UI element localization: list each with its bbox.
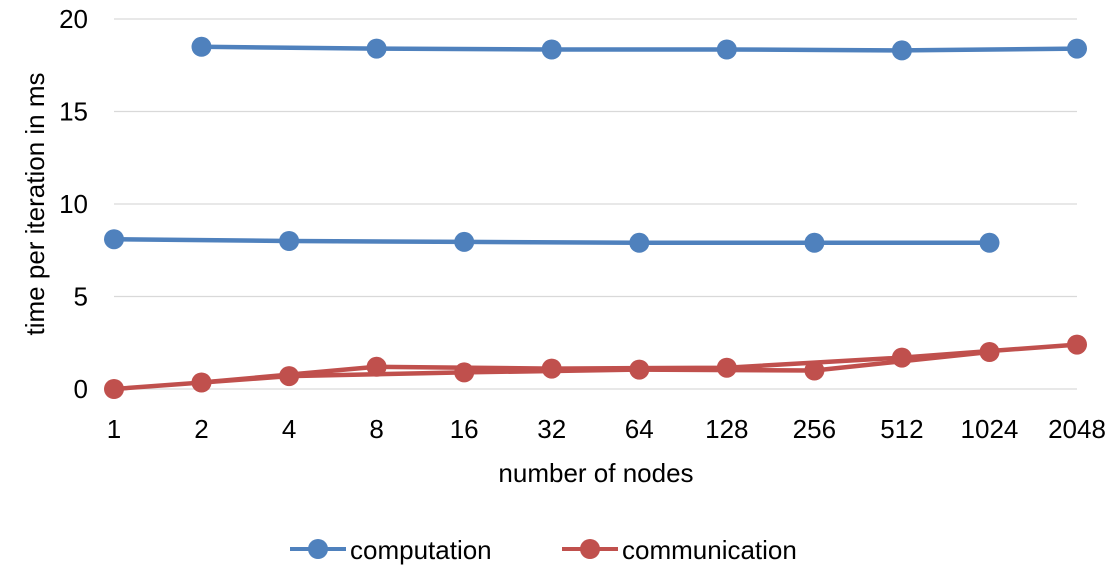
data-point-computation — [1067, 38, 1087, 59]
x-axis-ticks: 1 2 4 8 16 32 64 128 256 512 1024 2048 — [107, 414, 1106, 444]
data-point-communication — [979, 342, 1000, 362]
y-tick-label: 5 — [74, 282, 88, 312]
data-point-computation — [104, 229, 124, 250]
x-tick-label: 32 — [537, 414, 566, 444]
data-point-communication — [366, 356, 387, 377]
data-point-computation — [629, 232, 650, 253]
data-point-computation — [191, 36, 212, 57]
data-point-computation — [716, 39, 737, 60]
data-point-computation — [979, 232, 1000, 253]
x-tick-label: 1 — [107, 414, 121, 444]
legend: computation communication — [290, 535, 797, 565]
data-point-communication — [104, 379, 124, 399]
legend-label-communication: communication — [622, 535, 797, 565]
data-point-communication — [629, 359, 650, 380]
x-tick-label: 2 — [194, 414, 208, 444]
data-point-computation — [366, 38, 387, 59]
x-tick-label: 16 — [450, 414, 479, 444]
data-point-computation — [279, 231, 300, 251]
x-tick-label: 2048 — [1048, 414, 1106, 444]
data-point-computation — [454, 231, 475, 252]
data-point-communication — [191, 372, 212, 393]
data-point-communication — [541, 358, 562, 379]
data-point-communication — [279, 366, 300, 387]
x-tick-label: 128 — [705, 414, 748, 444]
legend-marker-computation — [308, 539, 328, 559]
y-tick-label: 0 — [74, 374, 88, 404]
data-point-communication — [891, 347, 912, 368]
y-tick-label: 15 — [59, 97, 88, 127]
gridlines — [114, 18, 1077, 390]
data-point-computation — [804, 232, 825, 253]
data-point-communication — [454, 362, 475, 383]
x-tick-label: 64 — [625, 414, 654, 444]
data-point-computation — [541, 39, 562, 60]
data-point-communication — [804, 360, 825, 381]
x-tick-label: 512 — [880, 414, 923, 444]
y-tick-label: 10 — [59, 189, 88, 219]
series-line-computation — [113, 236, 990, 246]
data-point-computation — [891, 40, 912, 61]
data-point-communication — [716, 357, 737, 378]
plot-area — [104, 36, 1087, 399]
series-line-computation — [201, 44, 1078, 53]
x-axis-title: number of nodes — [498, 458, 693, 488]
data-point-communication — [1067, 334, 1087, 355]
legend-label-computation: computation — [350, 535, 492, 565]
x-tick-label: 1024 — [961, 414, 1019, 444]
y-axis-ticks: 0 5 10 15 20 — [59, 4, 88, 404]
x-tick-label: 8 — [369, 414, 383, 444]
x-tick-label: 256 — [793, 414, 836, 444]
y-axis-title: time per iteration in ms — [20, 73, 50, 336]
y-tick-label: 20 — [59, 4, 88, 34]
x-tick-label: 4 — [282, 414, 296, 444]
legend-marker-communication — [580, 539, 600, 559]
